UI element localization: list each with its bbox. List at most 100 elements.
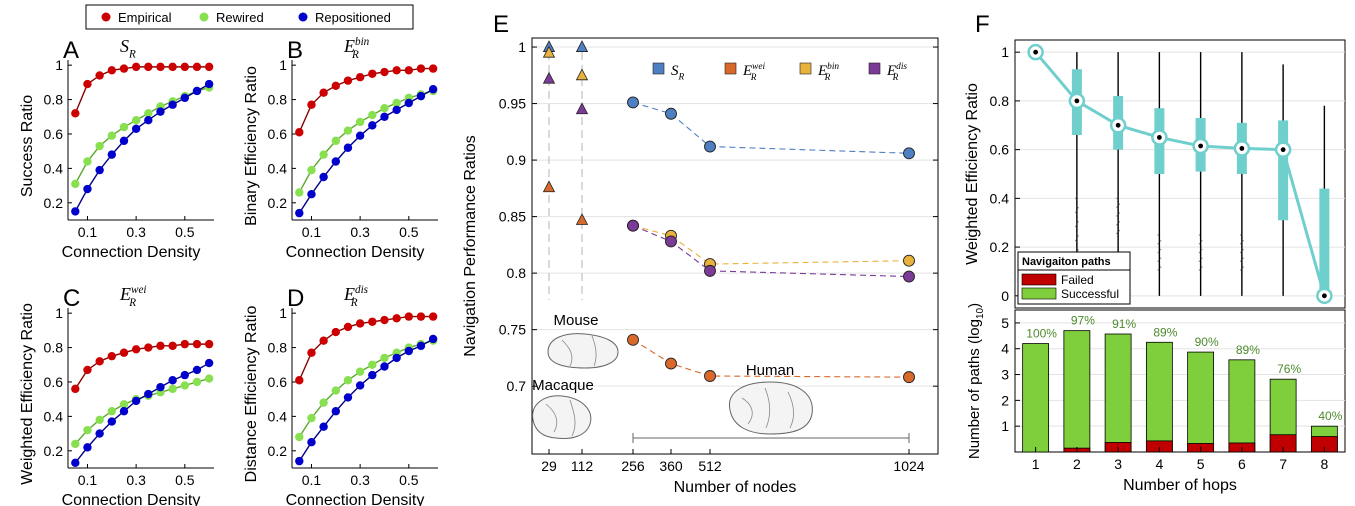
- bar-percent-label: 100%: [1026, 327, 1057, 341]
- y-axis-label: Distance Efficiency Ratio: [243, 306, 260, 483]
- y-tick-label: 0.4: [268, 408, 288, 424]
- series-point-repositioned: [180, 370, 189, 380]
- outlier-dot: [1239, 260, 1242, 263]
- bar-successful: [1228, 359, 1256, 453]
- series-point-empirical: [95, 357, 104, 366]
- legend-marker: [799, 62, 812, 75]
- series-line-rewired: [74, 86, 210, 185]
- outlier-dot: [1116, 232, 1118, 235]
- y-tick-label: 0.2: [268, 443, 288, 459]
- triangle-marker: [575, 40, 589, 52]
- panel-title-sub: R: [128, 297, 136, 309]
- series-point-rewired: [71, 439, 80, 449]
- panel-letter: A: [63, 37, 79, 64]
- x-tick-label: 0.1: [78, 472, 98, 488]
- series-point-repositioned: [380, 112, 389, 121]
- panel-title-sub: R: [351, 49, 359, 61]
- series-point-repositioned: [331, 157, 340, 166]
- x-tick-label: 0.5: [399, 472, 419, 488]
- series-point-rewired: [95, 415, 104, 425]
- series-point-repositioned: [71, 458, 80, 468]
- series-point-rewired: [144, 109, 153, 118]
- series-point-rewired: [307, 413, 316, 423]
- human-brain-detail: [741, 387, 794, 429]
- y-tick-label: 0.2: [44, 195, 64, 211]
- series-point-rewired: [343, 376, 353, 385]
- y-tick-label: 0.9: [507, 152, 527, 168]
- series-point-rewired: [368, 360, 377, 369]
- series-point: [665, 357, 677, 370]
- series-point-empirical: [156, 341, 165, 351]
- top-plot-frame: [1014, 39, 1346, 309]
- series-point-rewired: [319, 398, 328, 407]
- y-tick-label: 0.4: [990, 190, 1010, 206]
- bottom-y-axis-label-sub: 10: [975, 307, 986, 319]
- series-point-repositioned: [192, 365, 202, 375]
- series-point-empirical: [119, 348, 129, 357]
- outlier-dot: [1157, 234, 1159, 236]
- y-tick-label: 0.4: [44, 160, 64, 176]
- outlier-dot: [1242, 266, 1244, 268]
- series-point-rewired: [307, 165, 316, 175]
- legend-swatch-successful: [1021, 287, 1057, 300]
- y-axis-label: Weighted Efficiency Ratio: [19, 303, 36, 485]
- median-center-dot: [1198, 143, 1204, 149]
- series-point: [665, 235, 677, 248]
- bar-successful: [1104, 333, 1132, 453]
- series-point: [704, 140, 716, 153]
- panel-title: Ebin R: [343, 36, 370, 61]
- x-axis-label: Number of hops: [1123, 477, 1237, 494]
- series-point-repositioned: [131, 396, 141, 406]
- series-point: [627, 333, 639, 346]
- x-tick-label: 512: [698, 458, 722, 474]
- series-point-empirical: [295, 128, 304, 137]
- series-point-rewired: [392, 98, 401, 108]
- outlier-dot: [1116, 197, 1118, 200]
- series-point-repositioned: [404, 346, 413, 356]
- legend-marker: [724, 62, 737, 75]
- legend-label-sub: R: [892, 73, 899, 83]
- series-point-empirical: [95, 71, 104, 80]
- legend-label: Ebin R: [817, 62, 839, 83]
- box-iqr: [1319, 188, 1330, 296]
- series-point-empirical: [392, 66, 401, 75]
- series-point-empirical: [192, 62, 202, 72]
- y-tick-label: 0.6: [44, 126, 64, 142]
- series-point-empirical: [83, 79, 92, 89]
- series-point-empirical: [204, 339, 214, 349]
- series-point-repositioned: [107, 150, 117, 159]
- x-tick-label: 0.5: [399, 224, 419, 240]
- bottom-plot-frame: [1014, 309, 1346, 453]
- series-point: [903, 254, 915, 267]
- x-tick-label: 3: [1114, 456, 1122, 472]
- triangle-marker: [542, 45, 556, 58]
- y-axis-label: Success Ratio: [19, 95, 36, 197]
- y-tick-label: 0.6: [268, 126, 288, 142]
- series-point-empirical: [380, 67, 389, 77]
- legend-label-sub: R: [824, 73, 831, 83]
- x-tick-label: 0.1: [302, 224, 322, 240]
- series-point-repositioned: [131, 124, 141, 134]
- x-tick-label: 0.3: [350, 224, 370, 240]
- outlier-dot: [1198, 251, 1201, 254]
- outlier-dot: [1074, 239, 1077, 242]
- series-point-repositioned: [368, 121, 377, 130]
- x-tick-label: 0.3: [126, 472, 146, 488]
- series-line: [632, 339, 910, 378]
- panel-title: Edis R: [343, 284, 368, 309]
- series-point-repositioned: [343, 143, 353, 152]
- legend-label-main: E: [742, 63, 752, 79]
- series-point-empirical: [168, 62, 177, 72]
- series-point-rewired: [71, 179, 80, 189]
- series-point-empirical: [404, 66, 413, 75]
- legend-marker-empirical: [101, 12, 111, 22]
- legend-title: Navigaiton paths: [1022, 256, 1111, 268]
- x-axis-label: Connection Density: [286, 244, 425, 261]
- outlier-dot: [1118, 212, 1121, 214]
- human-brain-icon: [728, 381, 813, 435]
- series-point: [704, 264, 716, 277]
- median-center-dot: [1074, 98, 1080, 104]
- triangle-marker: [542, 180, 556, 193]
- series-point-repositioned: [192, 86, 202, 96]
